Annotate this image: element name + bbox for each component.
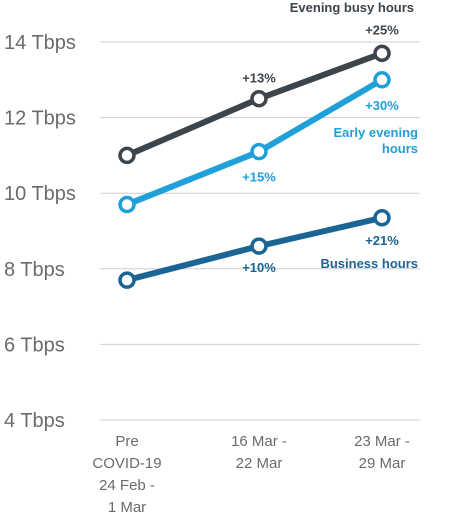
x-tick-label: Pre bbox=[115, 433, 138, 450]
x-axis-ticks: Pre COVID-19 24 Feb - 1 Mar 16 Mar - 22 Mar 23… bbox=[92, 433, 410, 516]
data-point bbox=[118, 195, 136, 214]
series-name-label: hours bbox=[382, 141, 418, 156]
series-name-label: Evening busy hours bbox=[290, 0, 414, 15]
y-tick-label: 10 Tbps bbox=[4, 183, 76, 205]
series-name-label: Early evening bbox=[333, 125, 418, 140]
series-1 bbox=[118, 71, 391, 214]
data-label: +13% bbox=[242, 71, 276, 86]
data-labels: +13% +25% Evening busy hours +15% +30% Early … bbox=[242, 0, 418, 275]
data-point bbox=[250, 142, 268, 161]
data-point bbox=[118, 146, 136, 165]
data-label: +30% bbox=[365, 98, 399, 113]
data-point bbox=[373, 44, 391, 63]
y-tick-label: 6 Tbps bbox=[4, 334, 65, 356]
y-axis-ticks: 4 Tbps 6 Tbps 8 Tbps 10 Tbps 12 Tbps 14 Tbps bbox=[4, 32, 76, 432]
x-tick-label: 22 Mar bbox=[236, 455, 283, 472]
data-point bbox=[373, 71, 391, 89]
x-tick-label: 29 Mar bbox=[359, 455, 406, 472]
x-tick-label: COVID-19 bbox=[92, 455, 161, 472]
x-tick-label: 23 Mar - bbox=[354, 433, 410, 450]
series-name-label: Business hours bbox=[320, 256, 418, 271]
y-tick-label: 8 Tbps bbox=[4, 259, 65, 281]
y-tick-label: 12 Tbps bbox=[4, 108, 76, 130]
data-label: +10% bbox=[242, 260, 276, 275]
data-point bbox=[373, 209, 391, 227]
y-tick-label: 4 Tbps bbox=[4, 410, 65, 432]
series-2 bbox=[118, 209, 391, 289]
data-point bbox=[250, 89, 268, 108]
data-point bbox=[118, 271, 136, 289]
x-tick-label: 16 Mar - bbox=[231, 433, 287, 450]
series-lines bbox=[118, 44, 391, 289]
x-tick-label: 24 Feb - bbox=[99, 477, 155, 494]
y-tick-label: 14 Tbps bbox=[4, 32, 76, 54]
data-point bbox=[250, 237, 268, 255]
data-label: +21% bbox=[365, 233, 399, 248]
data-label: +15% bbox=[242, 170, 276, 185]
x-tick-label: 1 Mar bbox=[108, 499, 146, 516]
series-0 bbox=[118, 44, 391, 165]
data-label: +25% bbox=[365, 22, 399, 37]
